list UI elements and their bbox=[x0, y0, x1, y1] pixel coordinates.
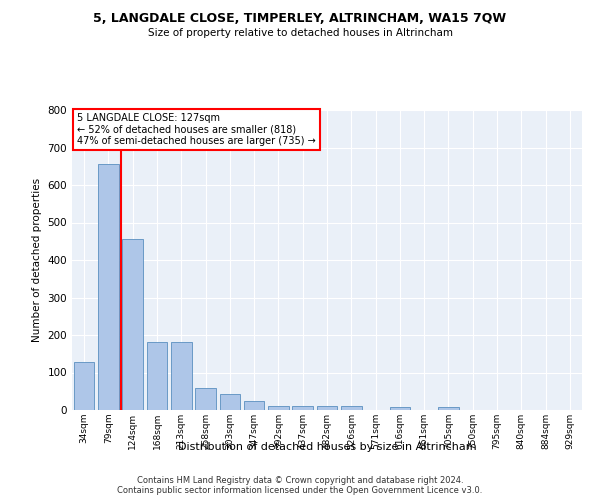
Bar bbox=[389, 407, 410, 410]
Bar bbox=[171, 342, 191, 410]
Bar bbox=[220, 394, 240, 410]
Bar bbox=[244, 402, 265, 410]
Bar bbox=[317, 406, 337, 410]
Bar bbox=[341, 406, 362, 410]
Text: 5 LANGDALE CLOSE: 127sqm
← 52% of detached houses are smaller (818)
47% of semi-: 5 LANGDALE CLOSE: 127sqm ← 52% of detach… bbox=[77, 113, 316, 146]
Bar bbox=[98, 164, 119, 410]
Bar bbox=[74, 362, 94, 410]
Text: Contains HM Land Registry data © Crown copyright and database right 2024.
Contai: Contains HM Land Registry data © Crown c… bbox=[118, 476, 482, 495]
Text: Size of property relative to detached houses in Altrincham: Size of property relative to detached ho… bbox=[148, 28, 452, 38]
Bar bbox=[268, 406, 289, 410]
Bar bbox=[292, 406, 313, 410]
Bar bbox=[438, 407, 459, 410]
Bar bbox=[195, 388, 216, 410]
Bar bbox=[122, 240, 143, 410]
Y-axis label: Number of detached properties: Number of detached properties bbox=[32, 178, 42, 342]
Bar bbox=[146, 342, 167, 410]
Text: Distribution of detached houses by size in Altrincham: Distribution of detached houses by size … bbox=[178, 442, 476, 452]
Text: 5, LANGDALE CLOSE, TIMPERLEY, ALTRINCHAM, WA15 7QW: 5, LANGDALE CLOSE, TIMPERLEY, ALTRINCHAM… bbox=[94, 12, 506, 26]
